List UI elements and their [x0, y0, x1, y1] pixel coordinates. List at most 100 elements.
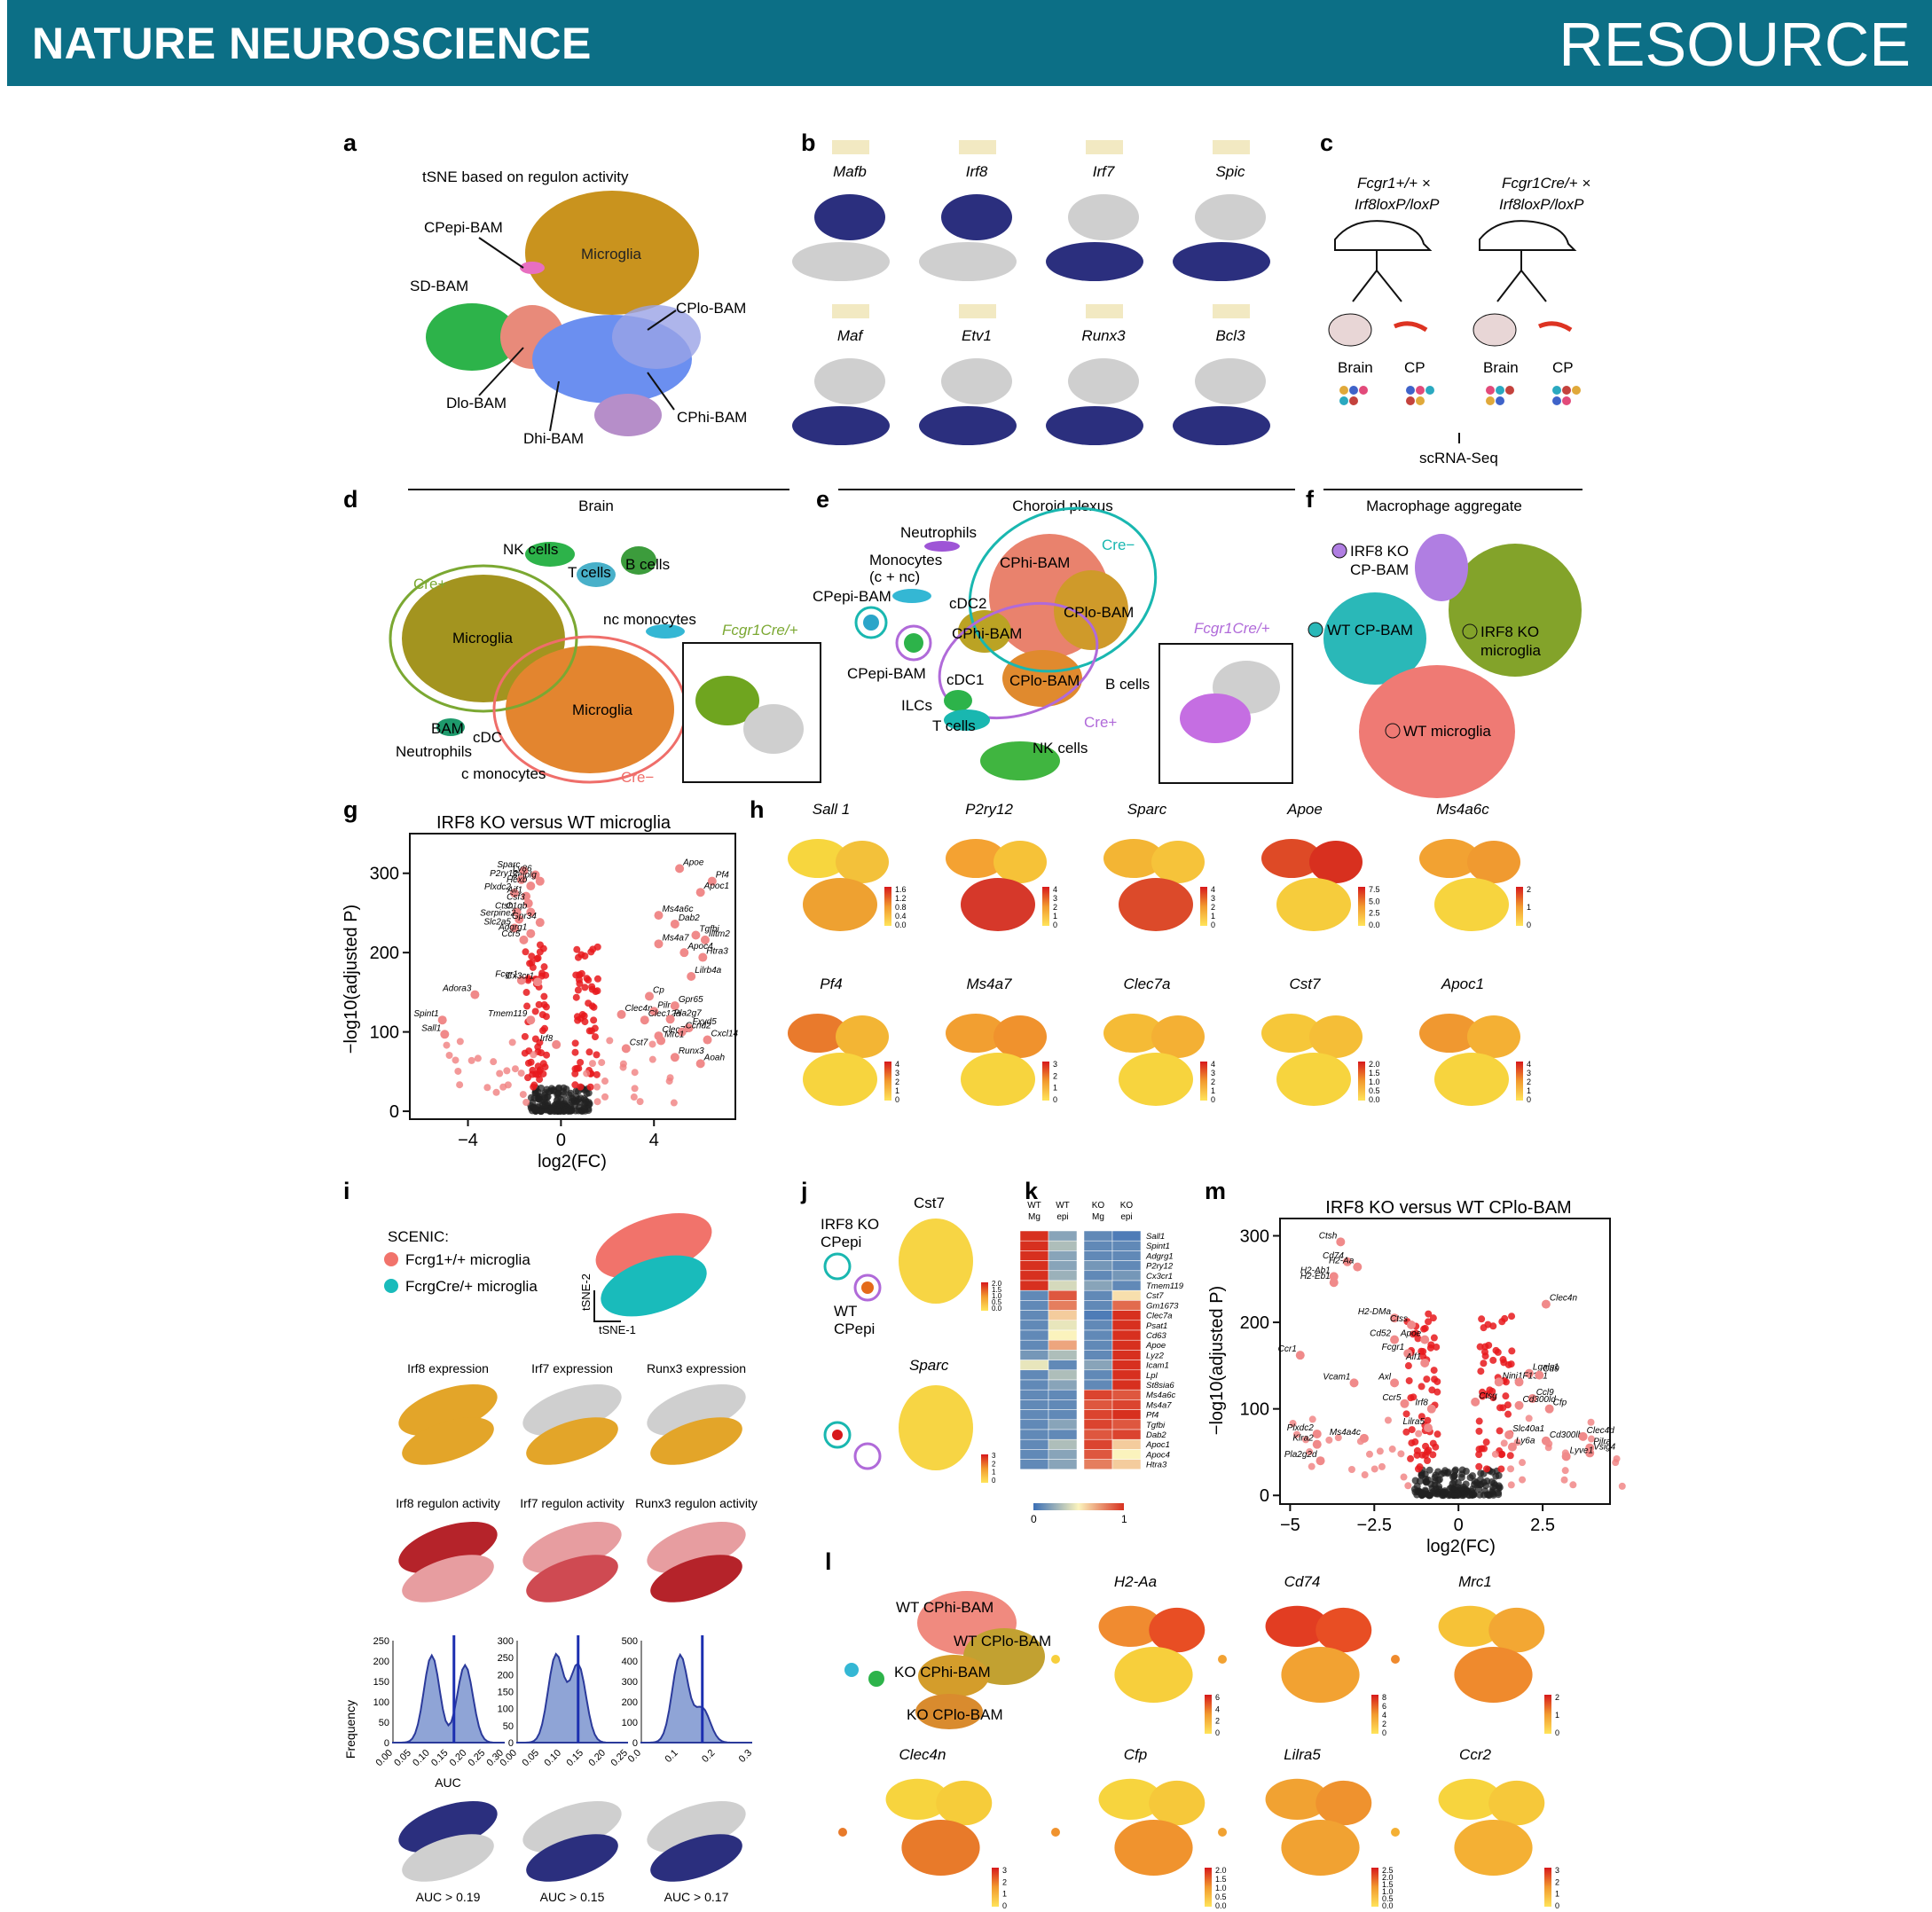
microglia-cells [814, 194, 885, 240]
point-sig [593, 1083, 601, 1091]
tsne-2-label: tSNE-2 [579, 1273, 593, 1311]
gene-point [687, 972, 696, 981]
hist-y-tick: 50 [503, 1721, 514, 1732]
point-ns [562, 1097, 570, 1105]
gene-label: Irf8 [1415, 1399, 1428, 1408]
cell-dot [1496, 396, 1504, 405]
gene-label: Cst7 [630, 1038, 648, 1047]
wt-cpepi-outline [854, 606, 888, 639]
gene-label: Cx3cr1 [506, 971, 534, 981]
scale-label: 0.0 [1382, 1901, 1394, 1910]
gene-point [1390, 1335, 1400, 1344]
gene-point [670, 919, 679, 929]
x-tick-label: 0 [1454, 1516, 1464, 1535]
point-sig [1502, 1378, 1510, 1386]
wt-outline-2 [853, 1442, 882, 1470]
y-tick-label: 200 [370, 944, 399, 963]
gene-point [514, 914, 524, 924]
point-sig [1497, 1465, 1505, 1473]
point-sig [572, 993, 580, 1001]
heatmap-cell [1048, 1419, 1078, 1430]
heatmap-cell [1083, 1369, 1113, 1381]
point-ns [1454, 1478, 1462, 1486]
hist-x-tick: 0.3 [737, 1748, 754, 1765]
scale-label: 2 [1211, 1077, 1215, 1086]
gene-label: Mrc1 [664, 1030, 684, 1039]
scale-label: 0 [1053, 921, 1057, 929]
microglia-cells [1195, 358, 1266, 404]
point-ns [580, 1104, 588, 1112]
point-ns [1433, 1490, 1441, 1498]
point-ns [1425, 1466, 1433, 1474]
label-cplo: CPlo-BAM [1064, 604, 1134, 621]
scale-label: 0.5 [992, 1298, 1002, 1306]
gene-point [1494, 1377, 1504, 1387]
scale-label: 2 [1555, 1693, 1559, 1702]
point-sig [571, 1081, 579, 1089]
gene-row-label: Gm1673 [1146, 1301, 1179, 1311]
wt-label-2: CPepi [834, 1320, 875, 1337]
ko-cpepi-outline [895, 624, 932, 662]
cell-dot [1496, 386, 1504, 395]
point-ns [1422, 1478, 1430, 1486]
point-sig [1289, 1420, 1297, 1428]
gene-point [1349, 1378, 1359, 1388]
point-sig [1478, 1315, 1486, 1323]
regulon-name: Irf7 [1093, 163, 1115, 180]
hist-x-tick: 0.05 [392, 1748, 413, 1769]
heatmap-cell [1083, 1289, 1113, 1301]
tsne-top [647, 1800, 746, 1853]
gene-label: Htra3 [706, 947, 728, 957]
tsne-bottom [526, 1555, 618, 1602]
gene-label: Fcgr1 [1382, 1343, 1405, 1352]
point-sig [1325, 1436, 1333, 1444]
heatmap-cell [1083, 1320, 1113, 1331]
neutrophil-cluster [924, 541, 960, 552]
heatmap-cell [1048, 1379, 1078, 1391]
label-t-cells: T cells [932, 717, 976, 734]
gene-label: Vsig4 [1593, 1442, 1615, 1452]
microglia-cluster [525, 191, 699, 315]
point-ns [547, 1085, 555, 1093]
heatmap-cell [1019, 1250, 1049, 1261]
scale-label: 1.5 [992, 1286, 1002, 1294]
scale-label: 4 [1211, 1060, 1215, 1069]
scale-label: 2 [895, 1077, 899, 1086]
point-sig [574, 986, 582, 994]
gene-point [703, 1035, 712, 1045]
scale-label: 3 [1211, 1069, 1215, 1077]
gene-label: Lilrb4a [695, 966, 721, 976]
color-scale [884, 1062, 891, 1101]
label-nk: NK cells [503, 541, 558, 558]
scale-label: 0 [1002, 1901, 1007, 1910]
point-sig [443, 1041, 451, 1049]
y-tick-label: 100 [1240, 1400, 1269, 1420]
label-microglia-2: Microglia [572, 701, 633, 718]
tsne-blob [946, 1014, 1006, 1053]
panel-c: c Fcgr1+/+ × Irf8loxP/loxP Fcgr1Cre/+ × … [1320, 129, 1590, 466]
gene-point [1342, 1257, 1352, 1266]
gene-label: Ly6a [1516, 1437, 1535, 1446]
scale-label: 1 [1527, 1086, 1531, 1095]
gene-label: Ctsh [1319, 1231, 1338, 1241]
point-ns [1495, 1471, 1503, 1479]
point-sig [1500, 1439, 1508, 1447]
point-ns [537, 1108, 545, 1116]
point-sig [490, 1058, 498, 1066]
hist-x-tick: 0.15 [564, 1748, 585, 1769]
label-monocytes: Monocytes [869, 552, 942, 568]
marker-wt-cp [1308, 622, 1323, 638]
tissue-icons [1328, 313, 1573, 347]
nk-cluster [525, 542, 575, 567]
panel-letter: b [801, 129, 816, 156]
point-sig [521, 1049, 529, 1057]
heatmap-cell [1111, 1389, 1142, 1400]
point-sig [503, 1067, 511, 1075]
gene-title: Sparc [1127, 801, 1167, 818]
journal-banner: NATURE NEUROSCIENCE RESOURCE [7, 0, 1932, 86]
point-sig [1402, 1428, 1410, 1436]
panel-title: Macrophage aggregate [1366, 498, 1522, 514]
point-sig [1507, 1465, 1515, 1473]
point-sig [540, 1000, 548, 1008]
column-header-sub: epi [1120, 1212, 1132, 1222]
